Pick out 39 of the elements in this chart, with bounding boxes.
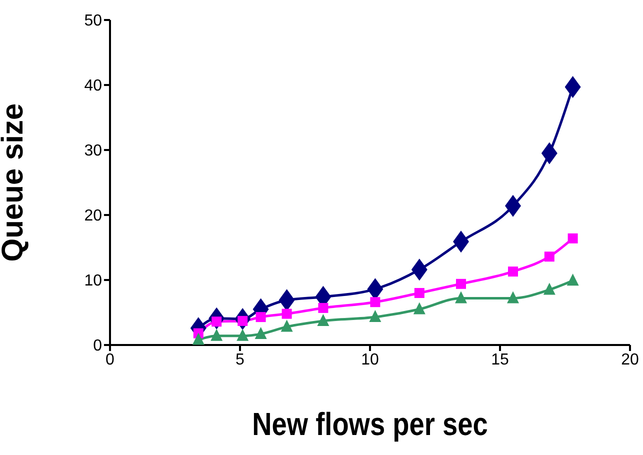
y-tick-label: 0 (93, 338, 102, 355)
point (192, 332, 204, 345)
x-tick-label: 15 (491, 351, 509, 368)
point (564, 76, 581, 98)
point (455, 291, 467, 304)
point (318, 302, 328, 313)
point (236, 328, 249, 341)
y-tick-label: 50 (84, 12, 102, 30)
x-axis-title: New flows per sec (252, 406, 488, 443)
x-tick-label: 20 (621, 351, 639, 368)
point (411, 258, 428, 281)
point (414, 288, 424, 298)
y-tick-label: 20 (84, 208, 102, 225)
x-tick-label: 10 (361, 351, 379, 368)
point (413, 302, 426, 314)
point (456, 278, 466, 289)
point (508, 266, 518, 277)
point (543, 282, 556, 295)
point (544, 252, 554, 262)
point (317, 314, 330, 326)
y-tick-label: 40 (84, 78, 102, 95)
point (254, 326, 267, 339)
y-axis-title: Queue size (0, 103, 30, 262)
point (453, 230, 469, 253)
y-tick-label: 10 (84, 272, 102, 290)
x-tick-label: 5 (236, 351, 245, 368)
point (256, 312, 266, 322)
point (505, 194, 521, 217)
y-tick-label: 30 (84, 142, 102, 160)
point (282, 308, 292, 319)
point (541, 142, 558, 164)
point (369, 310, 382, 322)
point (280, 320, 293, 332)
x-tick-label: 0 (106, 351, 115, 368)
point (568, 233, 578, 244)
point (210, 328, 223, 341)
point (370, 297, 380, 308)
point (507, 291, 519, 304)
point (566, 274, 579, 286)
